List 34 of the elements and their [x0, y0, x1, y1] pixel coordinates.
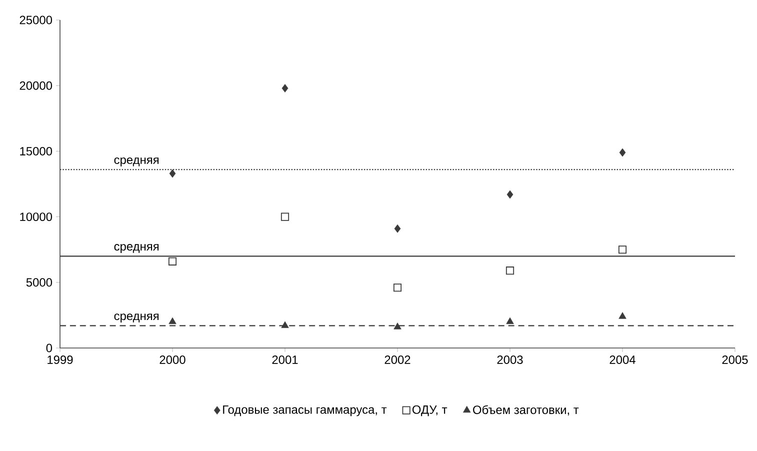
- point: [394, 322, 402, 330]
- y-tick-label: 10000: [20, 212, 52, 222]
- legend-label: ОДУ, т: [412, 405, 448, 416]
- x-tick-label: 1999: [48, 356, 73, 364]
- point: [506, 190, 514, 199]
- ref-line-label: средняя: [114, 314, 159, 323]
- x-tick-label: 2004: [610, 356, 636, 364]
- x-tick-label: 2005: [722, 356, 748, 364]
- point: [506, 266, 514, 275]
- point: [393, 284, 402, 292]
- point: [394, 224, 401, 233]
- point: [282, 84, 288, 92]
- y-tick-label: 5000: [26, 278, 52, 287]
- point: [168, 257, 177, 266]
- point: [619, 148, 626, 157]
- point: [618, 246, 627, 254]
- y-tick-label: 20000: [20, 81, 52, 90]
- x-tick-label: 2003: [497, 356, 523, 364]
- x-tick-label: 2002: [384, 356, 410, 364]
- y-tick-label: 25000: [20, 16, 52, 24]
- point: [506, 317, 514, 324]
- ref-line-label: средняя: [114, 244, 159, 253]
- legend-label: Объем заготовки, т: [473, 405, 579, 416]
- y-tick-label: 15000: [20, 146, 52, 156]
- legend-label: Годовые запасы гаммаруса, т: [223, 405, 387, 416]
- point: [280, 212, 290, 221]
- ref-line-label: средняя: [114, 157, 159, 166]
- y-tick-label: 0: [46, 344, 52, 352]
- x-tick-label: 2000: [160, 356, 186, 364]
- x-tick-label: 2001: [272, 356, 298, 364]
- point: [168, 317, 176, 324]
- point: [618, 312, 626, 319]
- point: [281, 321, 289, 328]
- point: [169, 169, 176, 178]
